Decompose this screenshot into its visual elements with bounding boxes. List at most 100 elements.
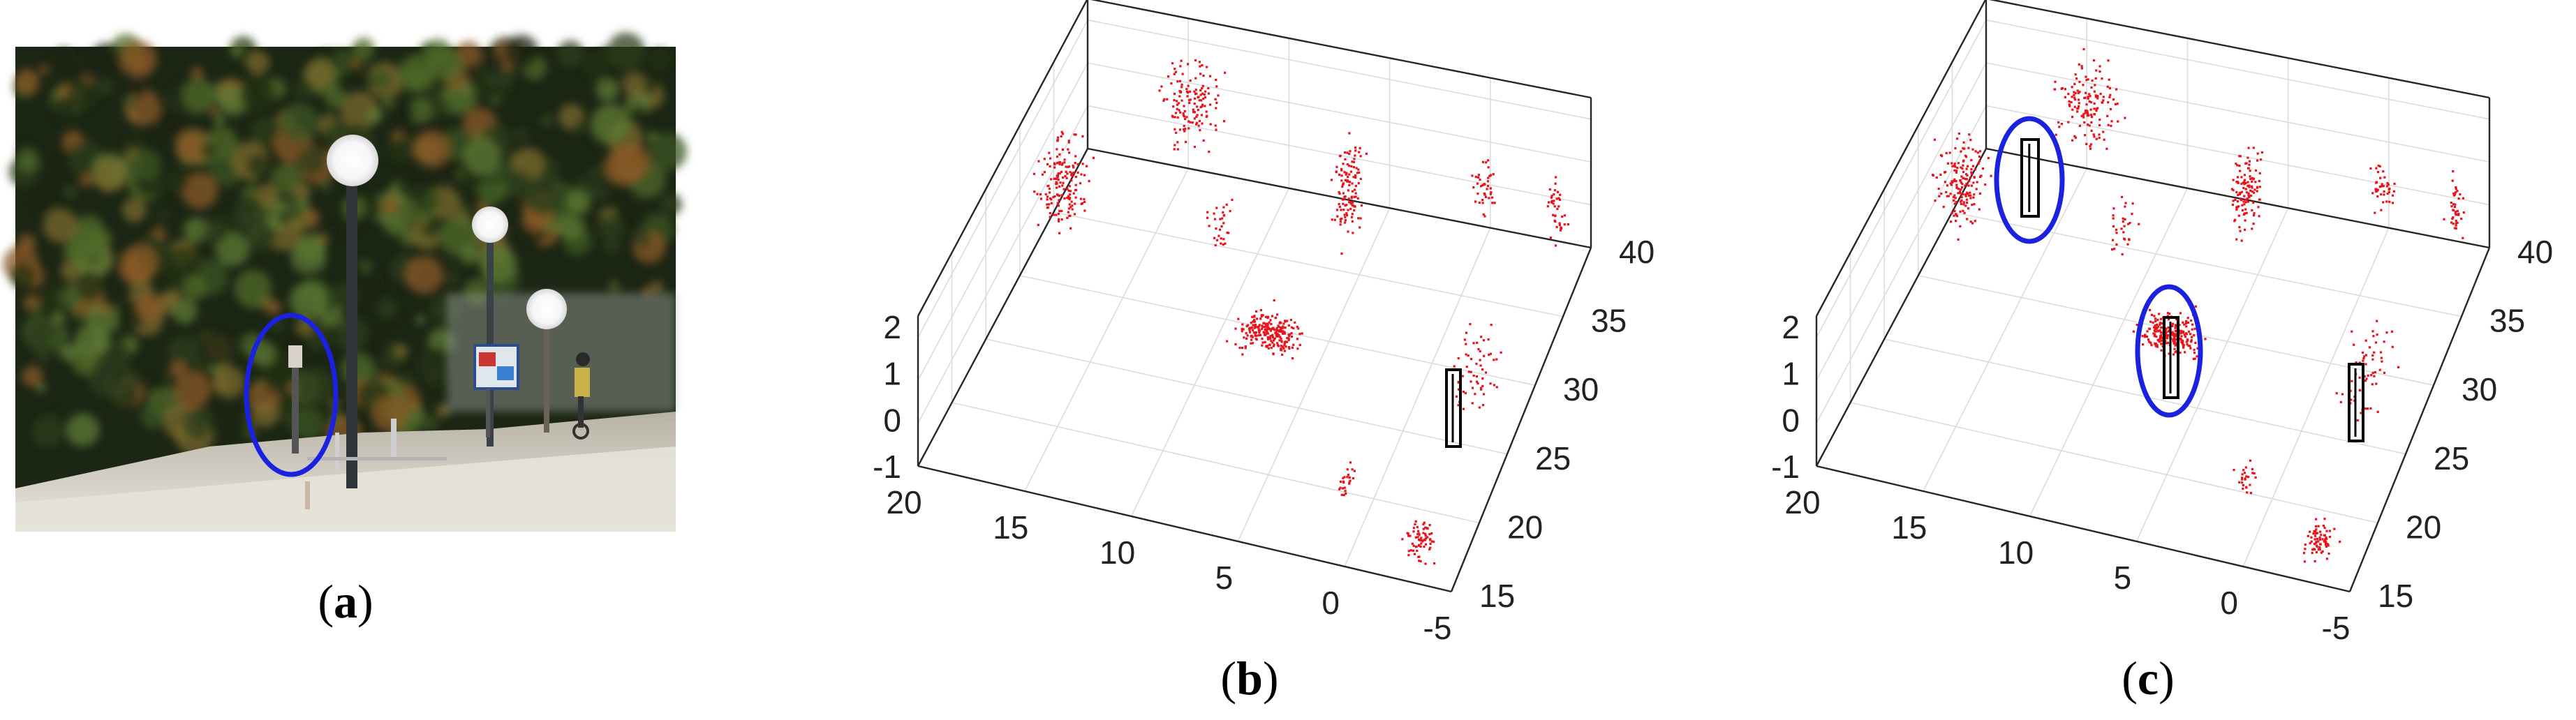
lidar-point: [1966, 218, 1969, 220]
lidar-point: [2082, 116, 2085, 119]
lidar-point: [1965, 167, 1968, 170]
lidar-point: [1553, 193, 1555, 196]
lidar-point: [1480, 388, 1483, 391]
lidar-point: [1056, 148, 1058, 151]
lidar-point: [2171, 333, 2174, 336]
lidar-point: [1349, 170, 1352, 173]
lidar-point: [1974, 220, 1976, 223]
lidar-point: [1343, 198, 1346, 201]
lidar-point: [2245, 486, 2248, 488]
lidar-point: [2319, 543, 2322, 546]
lidar-point: [2077, 91, 2080, 94]
y-tick-label: 30: [1563, 371, 1599, 407]
lidar-point: [1284, 327, 1287, 329]
lidar-point: [2153, 315, 2156, 317]
lidar-point: [1495, 358, 1498, 361]
lidar-point: [2381, 360, 2383, 363]
lidar-point: [1495, 386, 1498, 389]
lidar-point: [1188, 101, 1191, 105]
lidar-point: [2244, 219, 2246, 222]
lidar-point: [2085, 91, 2087, 94]
lidar-point: [1563, 214, 1566, 217]
lidar-point: [1488, 174, 1491, 177]
lidar-point: [2107, 59, 2110, 62]
lidar-point: [2244, 198, 2247, 201]
lidar-point: [1067, 197, 1070, 200]
lidar-point: [2153, 326, 2156, 329]
x-tick-label: 15: [993, 509, 1028, 546]
lidar-point: [1043, 158, 1046, 160]
lidar-point: [1948, 151, 1951, 154]
lidar-point: [1283, 332, 1286, 335]
lidar-point: [1414, 520, 1417, 523]
lidar-point: [2247, 192, 2250, 195]
lidar-point: [2231, 204, 2234, 207]
lidar-point: [1280, 347, 1282, 350]
lidar-point: [1420, 537, 1423, 539]
lidar-point: [1413, 553, 1416, 555]
caption-c: (c): [2122, 652, 2175, 705]
lidar-point: [1416, 525, 1419, 529]
lidar-point: [2258, 186, 2261, 188]
lidar-point: [2122, 231, 2125, 234]
lidar-point: [1060, 209, 1063, 213]
y-tick-label: 20: [2406, 509, 2441, 545]
lidar-point: [2378, 186, 2381, 188]
x-tick-label: 5: [1215, 560, 1234, 596]
lidar-point: [2160, 327, 2163, 329]
lidar-point: [1353, 195, 1356, 198]
lidar-point: [2450, 202, 2452, 204]
lidar-point: [2375, 188, 2378, 190]
lidar-point: [1960, 150, 1962, 153]
lidar-point: [2084, 134, 2087, 137]
lidar-point: [1344, 219, 1347, 222]
lidar-point: [1064, 174, 1067, 178]
lidar-point: [1217, 94, 1220, 97]
lidar-point: [1255, 310, 1258, 313]
lidar-point: [2078, 91, 2081, 93]
lidar-point: [1474, 200, 1477, 203]
lidar-point: [1344, 216, 1347, 218]
lidar-point: [1292, 327, 1295, 330]
lidar-point: [1258, 324, 1261, 327]
wall-grid-line: [917, 62, 1088, 381]
lidar-point: [2236, 176, 2239, 179]
lidar-point: [1944, 181, 1946, 183]
lidar-point: [1971, 148, 1974, 151]
lidar-point: [2358, 389, 2361, 391]
lidar-point: [1065, 170, 1067, 173]
lidar-point: [2159, 317, 2163, 320]
lidar-point: [1283, 350, 1286, 352]
lidar-point: [2174, 338, 2177, 341]
lidar-point: [1340, 209, 1342, 211]
lidar-point: [1414, 536, 1417, 539]
lidar-point: [1062, 177, 1065, 179]
lidar-point: [1967, 165, 1969, 167]
lidar-point: [1036, 193, 1039, 195]
z-tick-label: 1: [883, 356, 901, 392]
lidar-point: [1069, 197, 1072, 200]
lidar-point: [1083, 197, 1086, 201]
lidar-point: [1457, 357, 1460, 360]
floor-grid-line: [1952, 211, 2462, 317]
lidar-point: [1339, 486, 1342, 489]
lidar-point: [2455, 213, 2458, 216]
lidar-point: [1479, 387, 1482, 389]
lidar-point: [1287, 334, 1291, 337]
lidar-point: [1196, 105, 1199, 108]
lidar-point: [1222, 222, 1225, 225]
lidar-point: [1049, 165, 1051, 168]
lidar-point: [1486, 188, 1488, 190]
lidar-point: [1254, 324, 1257, 327]
lidar-point: [1252, 320, 1254, 323]
z-tick-label: 2: [1782, 309, 1800, 345]
lidar-point: [2234, 198, 2237, 201]
lidar-point: [1557, 197, 1560, 200]
lidar-point: [2239, 230, 2242, 232]
lidar-point: [1556, 190, 1560, 193]
lidar-point: [2101, 101, 2104, 104]
lidar-point: [2243, 179, 2246, 181]
lidar-point: [2089, 147, 2092, 150]
lidar-point: [1489, 382, 1492, 385]
lidar-point: [2339, 540, 2341, 543]
